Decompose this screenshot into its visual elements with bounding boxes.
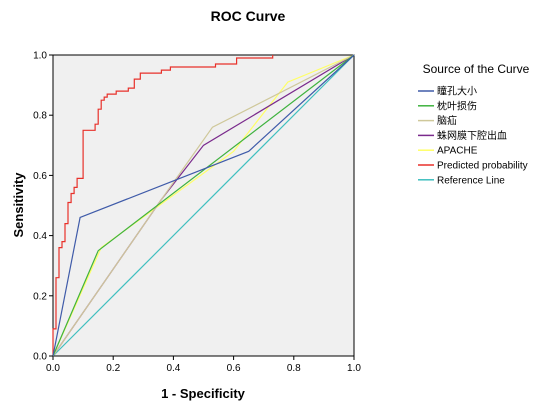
legend-title: Source of the Curve (423, 62, 530, 76)
series-line-reference-line (52, 54, 355, 357)
tick-layer: 0.0 0.2 0.4 0.6 0.8 1.0 0.0 0.2 0.4 0.6 0.8 1.0 (33, 51, 361, 375)
legend-entry: APACHE (418, 146, 478, 157)
y-axis-title: Sensitivity (11, 172, 26, 238)
legend-label: 脑疝 (437, 114, 457, 127)
y-tick-label: 0.2 (33, 291, 47, 302)
series-line-series (52, 54, 355, 357)
x-axis-title: 1 - Specificity (161, 386, 246, 401)
y-tick-label: 0.0 (33, 352, 47, 363)
legend-entry: Predicted probability (418, 161, 528, 172)
series-line-apache (52, 54, 355, 357)
series-layer (52, 54, 355, 357)
series-line-predicted-probability (52, 55, 274, 356)
legend-entry: 瞳孔大小 (418, 85, 477, 98)
legend-entry: 脑疝 (418, 114, 457, 127)
legend-entry: 蛛网膜下腔出血 (418, 129, 507, 142)
y-tick-label: 0.8 (33, 111, 47, 122)
x-tick-label: 0.0 (46, 363, 60, 374)
legend-entry: 枕叶损伤 (418, 99, 477, 112)
series-line-series (52, 54, 355, 357)
y-tick-label: 0.4 (33, 231, 47, 242)
legend-label: APACHE (437, 146, 478, 157)
x-tick-label: 0.8 (287, 363, 301, 374)
legend-label: 瞳孔大小 (437, 85, 477, 98)
legend-entry: Reference Line (418, 175, 505, 186)
x-tick-label: 0.4 (166, 363, 180, 374)
legend-label: Reference Line (437, 175, 505, 186)
x-tick-label: 0.2 (106, 363, 120, 374)
legend-label: 枕叶损伤 (437, 99, 477, 112)
chart-title: ROC Curve (211, 8, 286, 24)
y-tick-label: 1.0 (33, 51, 47, 62)
y-tick-label: 0.6 (33, 171, 47, 182)
x-tick-label: 0.6 (227, 363, 241, 374)
legend-label: Predicted probability (437, 161, 528, 172)
legend-label: 蛛网膜下腔出血 (437, 129, 507, 142)
x-tick-label: 1.0 (347, 363, 361, 374)
series-line-series (52, 54, 355, 357)
